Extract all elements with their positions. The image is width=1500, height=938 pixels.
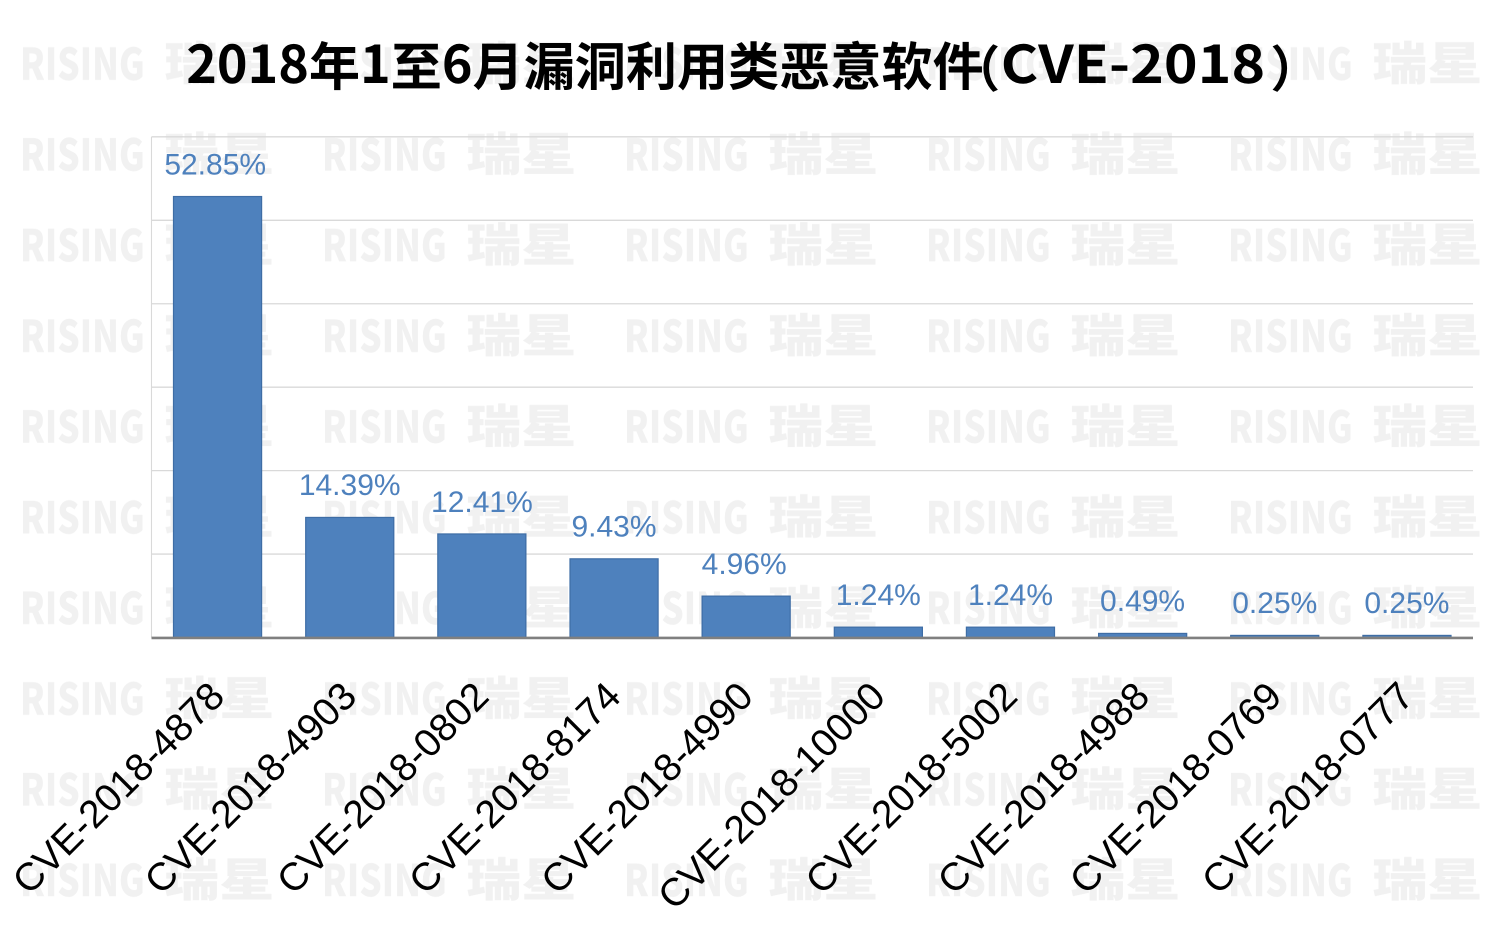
svg-text:9.43%: 9.43% — [571, 511, 656, 544]
svg-text:0.49%: 0.49% — [1100, 585, 1185, 618]
svg-text:52.85%: 52.85% — [164, 148, 266, 181]
svg-text:0.25%: 0.25% — [1364, 587, 1449, 620]
svg-text:1.24%: 1.24% — [836, 579, 921, 612]
svg-text:1.24%: 1.24% — [968, 579, 1053, 612]
svg-text:0.25%: 0.25% — [1232, 587, 1317, 620]
svg-text:12.41%: 12.41% — [431, 486, 533, 519]
svg-text:4.96%: 4.96% — [702, 548, 787, 581]
svg-text:14.39%: 14.39% — [299, 469, 401, 502]
